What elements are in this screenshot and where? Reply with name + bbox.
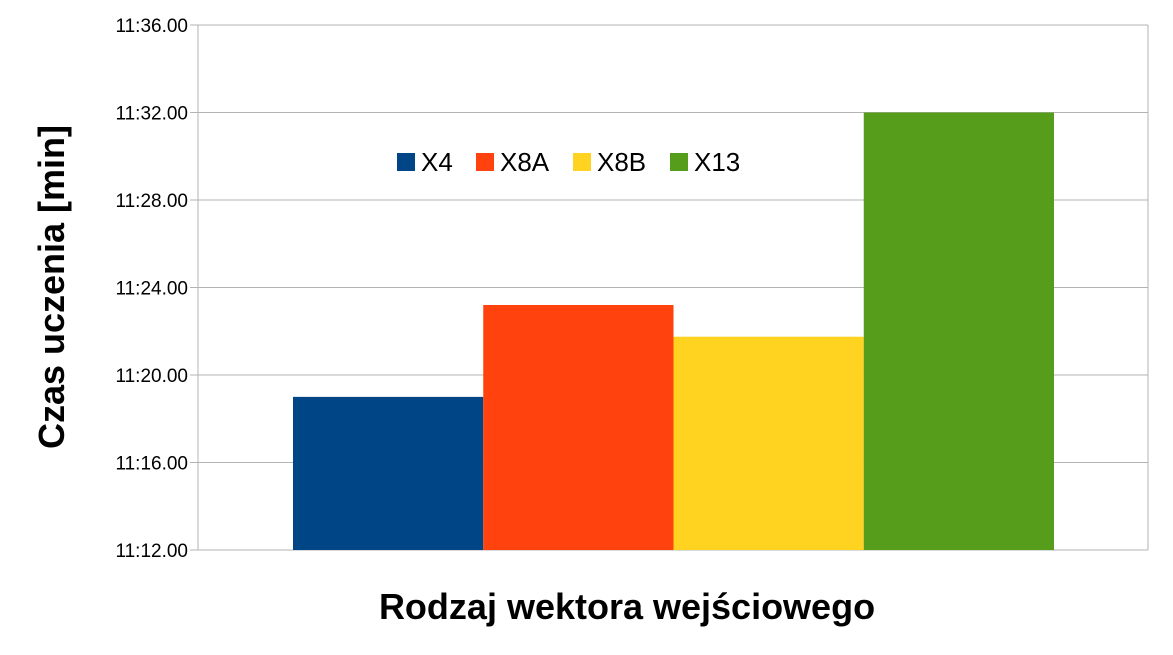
legend-label-x8b: X8B xyxy=(597,147,646,177)
legend-swatch-x13 xyxy=(670,153,688,171)
legend-swatch-x4 xyxy=(397,153,415,171)
legend-swatch-x8a xyxy=(476,153,494,171)
y-axis-title: Czas uczenia [min] xyxy=(31,125,72,449)
legend: X4 X8A X8B X13 xyxy=(397,147,740,177)
bar-x13 xyxy=(863,112,1054,550)
legend-label-x13: X13 xyxy=(694,147,740,177)
y-tick-labels: 11:12.00 11:16.00 11:20.00 11:24.00 11:28.00… xyxy=(115,16,188,562)
bar-x4 xyxy=(293,396,484,550)
legend-swatch-x8b xyxy=(573,153,591,171)
y-tick-label: 11:16.00 xyxy=(115,454,188,475)
legend-label-x8a: X8A xyxy=(500,147,550,177)
y-tick-label: 11:32.00 xyxy=(115,104,188,125)
x-axis-title: Rodzaj wektora wejściowego xyxy=(379,586,875,627)
y-tick-label: 11:12.00 xyxy=(115,541,188,562)
y-tick-label: 11:24.00 xyxy=(115,279,188,300)
y-tick-label: 11:28.00 xyxy=(115,191,188,212)
bar-x8b xyxy=(673,336,864,550)
y-tick-label: 11:36.00 xyxy=(115,16,188,37)
bars-group xyxy=(293,112,1054,550)
legend-label-x4: X4 xyxy=(421,147,453,177)
bar-x8a xyxy=(483,305,674,550)
y-tick-label: 11:20.00 xyxy=(115,366,188,387)
